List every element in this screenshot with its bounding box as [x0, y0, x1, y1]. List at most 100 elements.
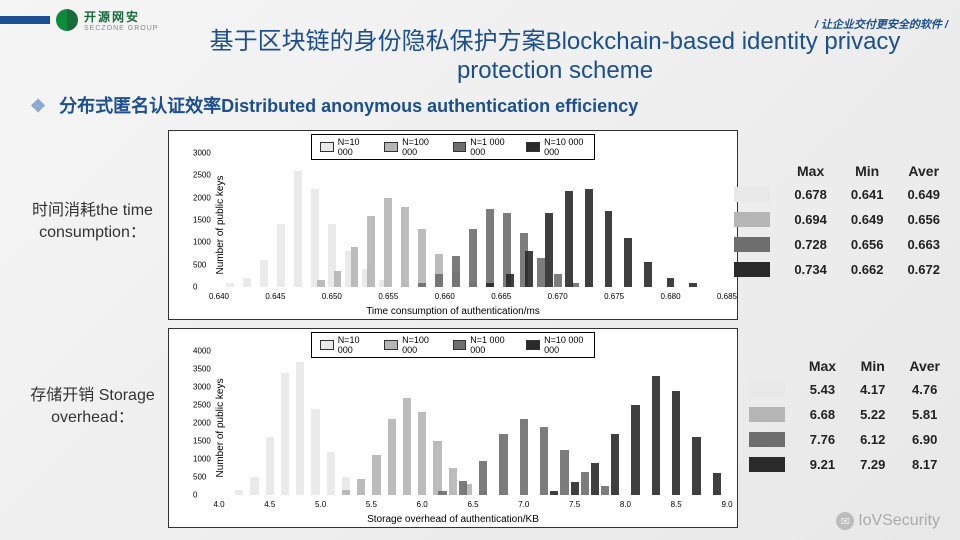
- histogram-bar: [388, 419, 396, 495]
- table-cell: 0.656: [839, 232, 896, 257]
- histogram-bar: [317, 280, 325, 287]
- histogram-bar: [351, 247, 359, 287]
- histogram-bar: [327, 452, 335, 495]
- table-cell: 0.649: [895, 182, 952, 207]
- stats-table-storage: MaxMinAver5.434.174.766.685.225.817.766.…: [737, 355, 952, 477]
- ytick: 4000: [193, 347, 211, 356]
- chart-area: 时间消耗the time consumption： 存储开销 Storage o…: [0, 130, 960, 535]
- histogram-bar: [486, 283, 494, 287]
- ytick: 1500: [193, 437, 211, 446]
- series-swatch-icon: [734, 187, 770, 202]
- table-row: 0.7340.6620.672: [722, 257, 952, 282]
- histogram-bar: [520, 419, 528, 495]
- table-cell: 0.694: [782, 207, 839, 232]
- histogram-bar: [449, 468, 457, 495]
- ytick: 1000: [193, 455, 211, 464]
- table-cell: 9.21: [797, 452, 848, 477]
- table-cell: 6.68: [797, 402, 848, 427]
- plot-bot: [219, 351, 727, 495]
- table-cell: 0.649: [839, 207, 896, 232]
- ytick: 2500: [193, 171, 211, 180]
- ytick: 1500: [193, 216, 211, 225]
- histogram-bar: [624, 238, 632, 287]
- table-row: 6.685.225.81: [737, 402, 952, 427]
- histogram-bar: [357, 479, 365, 495]
- stats-table-time: MaxMinAver0.6780.6410.6490.6940.6490.656…: [722, 160, 952, 282]
- table-cell: 0.656: [895, 207, 952, 232]
- logo-stripe: [0, 16, 50, 24]
- histogram-bar: [281, 373, 289, 495]
- table-cell: 5.43: [797, 377, 848, 402]
- table-header: Max: [782, 160, 839, 182]
- xtick: 0.650: [322, 292, 342, 301]
- table-cell: 0.662: [839, 257, 896, 282]
- row-label-time: 时间消耗the time consumption：: [20, 200, 165, 245]
- table-cell: 5.81: [897, 402, 952, 427]
- histogram-bar: [260, 260, 268, 287]
- histogram-bar: [499, 434, 507, 495]
- xtick: 0.665: [491, 292, 511, 301]
- series-swatch-icon: [734, 237, 770, 252]
- histogram-bar: [384, 198, 392, 287]
- xtick: 5.5: [366, 500, 377, 509]
- legend-swatch-icon: [526, 142, 540, 152]
- watermark-text: IoVSecurity: [858, 512, 940, 530]
- series-swatch-icon: [749, 457, 785, 472]
- histogram-bar: [692, 437, 700, 495]
- histogram-bar: [672, 391, 680, 495]
- table-cell: 8.17: [897, 452, 952, 477]
- histogram-bar: [565, 191, 573, 287]
- xtick: 0.675: [604, 292, 624, 301]
- xtick: 0.670: [548, 292, 568, 301]
- series-swatch-icon: [749, 407, 785, 422]
- table-row: 7.766.126.90: [737, 427, 952, 452]
- histogram-bar: [469, 229, 477, 287]
- histogram-bar: [605, 211, 613, 287]
- xtick: 6.5: [467, 500, 478, 509]
- legend-swatch-icon: [384, 340, 398, 350]
- histogram-bar: [525, 251, 533, 287]
- histogram-bar: [459, 481, 467, 495]
- histogram-bar: [631, 405, 639, 495]
- table-row: 9.217.298.17: [737, 452, 952, 477]
- histogram-bar: [311, 189, 319, 287]
- xtick: 0.655: [378, 292, 398, 301]
- histogram-bar: [372, 455, 380, 495]
- xtick: 4.0: [213, 500, 224, 509]
- histogram-bar: [266, 437, 274, 495]
- ytick: 2500: [193, 401, 211, 410]
- ytick: 3500: [193, 365, 211, 374]
- table-cell: 0.734: [782, 257, 839, 282]
- row-label-storage: 存储开销 Storage overhead：: [20, 385, 165, 430]
- table-row: 0.7280.6560.663: [722, 232, 952, 257]
- histogram-bar: [545, 213, 553, 287]
- table-cell: 0.678: [782, 182, 839, 207]
- histogram-bar: [296, 362, 304, 495]
- xtick: 7.0: [518, 500, 529, 509]
- histogram-bar: [550, 491, 558, 495]
- histogram-bar: [294, 171, 302, 287]
- logo: 开源网安 SECZONE GROUP: [0, 8, 158, 32]
- table-header: Min: [839, 160, 896, 182]
- xtick: 8.0: [620, 500, 631, 509]
- legend-swatch-icon: [320, 142, 334, 152]
- table-header: Aver: [895, 160, 952, 182]
- xtick: 0.645: [265, 292, 285, 301]
- table-cell: 6.12: [848, 427, 897, 452]
- series-swatch-icon: [749, 432, 785, 447]
- histogram-bar: [689, 283, 697, 287]
- table-header: Aver: [897, 355, 952, 377]
- ytick: 0: [193, 283, 197, 292]
- histogram-bar: [652, 376, 660, 495]
- histogram-bar: [226, 283, 234, 287]
- ytick: 2000: [193, 193, 211, 202]
- xlabel-bot: Storage overhead of authentication/KB: [367, 514, 539, 525]
- table-cell: 7.76: [797, 427, 848, 452]
- histogram-bar: [667, 278, 675, 287]
- histogram-bar: [235, 490, 243, 495]
- histogram-bar: [644, 262, 652, 287]
- legend-swatch-icon: [384, 142, 398, 152]
- table-cell: 0.672: [895, 257, 952, 282]
- logo-cn: 开源网安: [84, 8, 158, 25]
- xtick: 9.0: [721, 500, 732, 509]
